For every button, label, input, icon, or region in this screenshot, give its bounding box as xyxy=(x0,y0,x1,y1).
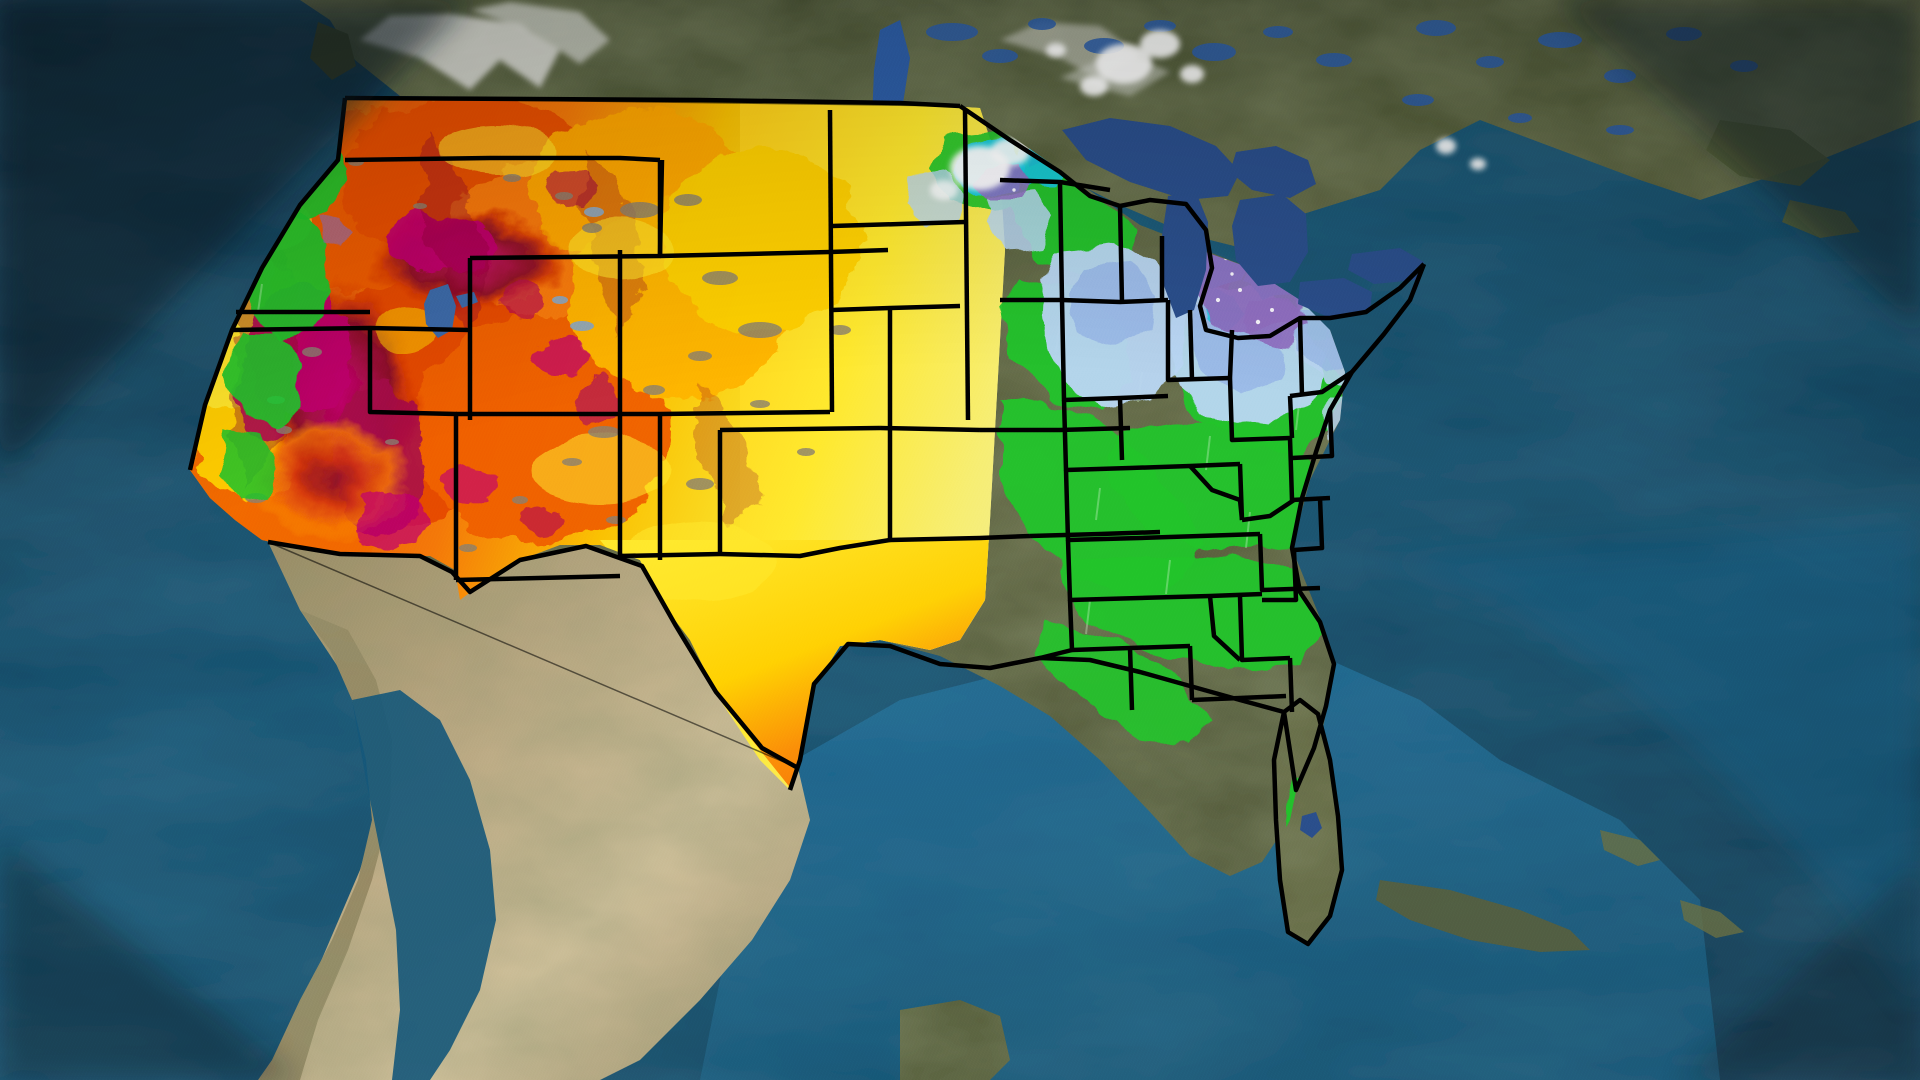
map-layer xyxy=(0,0,1920,1080)
weather-map-canvas[interactable] xyxy=(0,0,1920,1080)
weather-map-viewport[interactable] xyxy=(0,0,1920,1080)
globe-sphere[interactable] xyxy=(0,0,1920,1080)
